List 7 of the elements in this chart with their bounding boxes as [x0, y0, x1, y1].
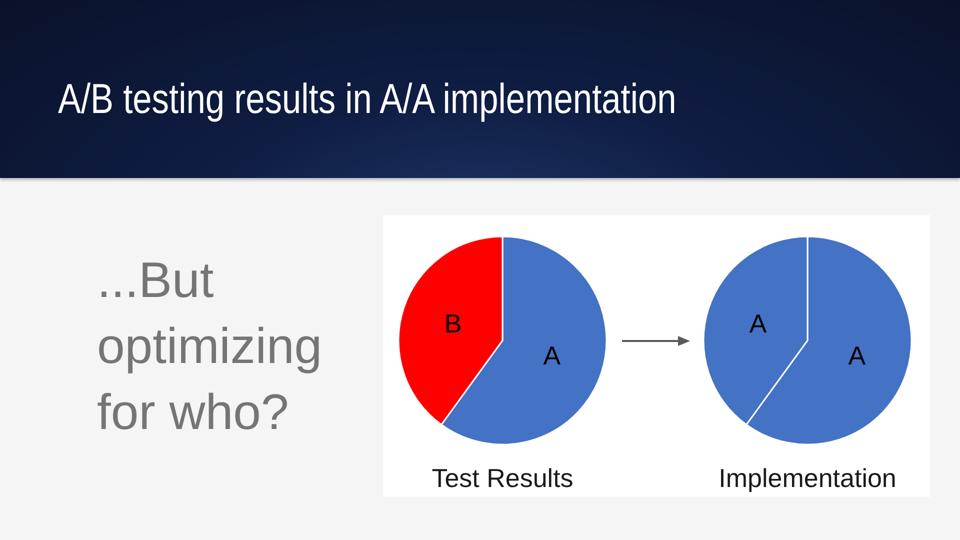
slice-label: A [848, 340, 866, 371]
slice-label: A [543, 340, 562, 371]
text: Test Results [432, 463, 574, 493]
slice-label: B [444, 308, 462, 338]
text: ...But optimizing for who? [97, 251, 324, 442]
text: A/B testing results in A/A implementation [58, 75, 676, 122]
slice-label: A [749, 308, 768, 338]
